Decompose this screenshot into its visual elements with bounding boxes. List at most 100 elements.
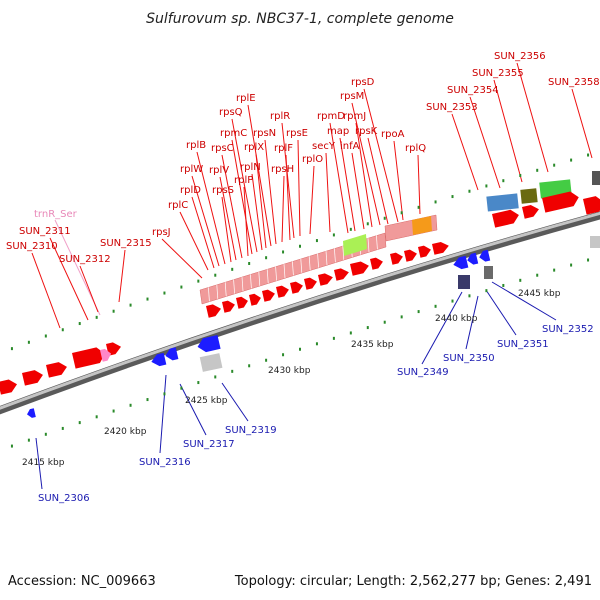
gene-label[interactable]: rplF xyxy=(274,143,293,154)
leader-line xyxy=(393,140,404,221)
gene-label[interactable]: rpsJ xyxy=(152,227,171,238)
leader-line xyxy=(363,88,399,223)
gene-label[interactable]: SUN_2310 xyxy=(6,241,58,252)
gene-label[interactable]: SUN_2311 xyxy=(19,226,71,237)
gene-label[interactable]: rpsC xyxy=(211,143,234,154)
cluster-division xyxy=(292,261,294,276)
cluster-division xyxy=(233,279,235,294)
gene-label[interactable]: SUN_2356 xyxy=(494,51,546,62)
forward-gene-arrow xyxy=(370,257,383,270)
leader-line xyxy=(325,152,331,233)
ribosomal-gene-cluster xyxy=(199,214,438,305)
gene-label[interactable]: rplX xyxy=(244,142,264,153)
feature-block-gray-small xyxy=(484,266,493,279)
gene-label[interactable]: SUN_2319 xyxy=(225,425,277,436)
gene-label[interactable]: rpsM xyxy=(340,91,364,102)
forward-gene-arrow xyxy=(290,281,303,294)
cluster-division xyxy=(216,284,219,299)
gene-label[interactable]: SUN_2352 xyxy=(542,324,594,335)
gene-label[interactable]: rplE xyxy=(236,93,256,104)
gene-label[interactable]: SUN_2316 xyxy=(139,457,191,468)
gene-label[interactable]: rplC xyxy=(168,200,188,211)
feature-block-dark xyxy=(592,171,600,185)
cluster-division xyxy=(224,282,227,297)
cluster-division xyxy=(325,250,328,266)
gene-label[interactable]: map xyxy=(327,126,349,137)
cluster-division xyxy=(367,237,370,253)
scale-label: 2425 kbp xyxy=(185,396,228,406)
leader-line xyxy=(255,153,267,249)
gene-label[interactable]: rplV xyxy=(209,165,229,176)
forward-gene-arrow xyxy=(46,362,67,378)
leader-line xyxy=(247,104,272,247)
gene-label[interactable]: SUN_2349 xyxy=(397,367,449,378)
gene-label[interactable]: rpmC xyxy=(220,128,247,139)
leader-line xyxy=(219,176,237,261)
gene-label[interactable]: rpsK xyxy=(355,126,378,137)
gene-label[interactable]: rpsS xyxy=(212,185,234,196)
highlight-green-block xyxy=(343,234,367,256)
gene-label[interactable]: rplO xyxy=(302,154,323,165)
cluster-division xyxy=(308,256,311,271)
leader-line xyxy=(351,152,365,230)
cluster-division xyxy=(376,235,378,250)
gene-label[interactable]: rpmD xyxy=(317,111,345,122)
feature-block-blue xyxy=(486,193,519,212)
forward-gene-arrow xyxy=(236,296,248,309)
gene-label[interactable]: rplW xyxy=(180,164,203,175)
gene-label[interactable]: rpsE xyxy=(286,128,308,139)
forward-gene-arrow xyxy=(318,273,333,286)
leader-line xyxy=(281,175,285,243)
gene-label[interactable]: rplR xyxy=(270,111,290,122)
gene-label[interactable]: SUN_2317 xyxy=(183,439,235,450)
gene-label[interactable]: SUN_2351 xyxy=(497,339,549,350)
gene-label[interactable]: rplN xyxy=(240,162,261,173)
gene-label[interactable]: rpmJ xyxy=(343,111,366,122)
gene-label[interactable]: trnR_Ser xyxy=(34,209,78,220)
gene-label[interactable]: SUN_2358 xyxy=(548,77,600,88)
gene-arrows xyxy=(0,191,600,418)
gene-label[interactable]: rpsD xyxy=(351,77,375,88)
leader-line xyxy=(329,122,349,234)
gene-label[interactable]: SUN_2354 xyxy=(447,85,499,96)
cluster-division xyxy=(342,245,345,260)
gene-label[interactable]: infA xyxy=(340,141,360,152)
gene-label[interactable]: SUN_2350 xyxy=(443,353,495,364)
cluster-divisions xyxy=(208,235,378,302)
gene-label[interactable]: secY xyxy=(312,141,336,152)
forward-gene-arrow xyxy=(404,249,417,262)
leader-line xyxy=(251,173,263,251)
forward-gene-arrow xyxy=(304,277,317,290)
leader-line xyxy=(118,249,126,303)
forward-gene-labels: trnR_Ser SUN_2311 SUN_2310 SUN_2312 SUN_… xyxy=(6,51,600,265)
gene-label[interactable]: rplP xyxy=(234,175,253,186)
leader-line xyxy=(31,252,61,329)
gene-label[interactable]: SUN_2306 xyxy=(38,493,90,504)
forward-gene-arrow xyxy=(432,241,449,255)
forward-gene-arrow xyxy=(334,268,349,281)
forward-gene-arrow xyxy=(206,304,221,318)
scale-label: 2430 kbp xyxy=(268,366,311,376)
feature-block-gray-edge xyxy=(590,236,600,248)
gene-label[interactable]: rplQ xyxy=(405,143,426,154)
gene-label[interactable]: rpsH xyxy=(271,164,294,175)
leader-line xyxy=(491,281,557,321)
cluster-division xyxy=(258,271,261,286)
gene-label[interactable]: SUN_2312 xyxy=(59,254,111,265)
leader-line xyxy=(421,291,463,365)
leader-line xyxy=(159,374,167,454)
gene-label[interactable]: rpsQ xyxy=(219,107,243,118)
gene-label[interactable]: SUN_2353 xyxy=(426,102,478,113)
cluster-division xyxy=(275,266,277,281)
gene-label[interactable]: rpsN xyxy=(253,128,276,139)
gene-label[interactable]: rplD xyxy=(180,185,201,196)
forward-gene-arrow xyxy=(72,347,105,369)
gene-label[interactable]: SUN_2315 xyxy=(100,238,152,249)
gene-label[interactable]: rplB xyxy=(186,140,206,151)
leader-line xyxy=(493,79,523,183)
gene-label[interactable]: rpoA xyxy=(381,129,405,140)
leader-line xyxy=(231,139,253,255)
gene-label[interactable]: SUN_2355 xyxy=(472,68,524,79)
leader-line xyxy=(516,62,549,173)
scale-label: 2440 kbp xyxy=(435,314,478,324)
